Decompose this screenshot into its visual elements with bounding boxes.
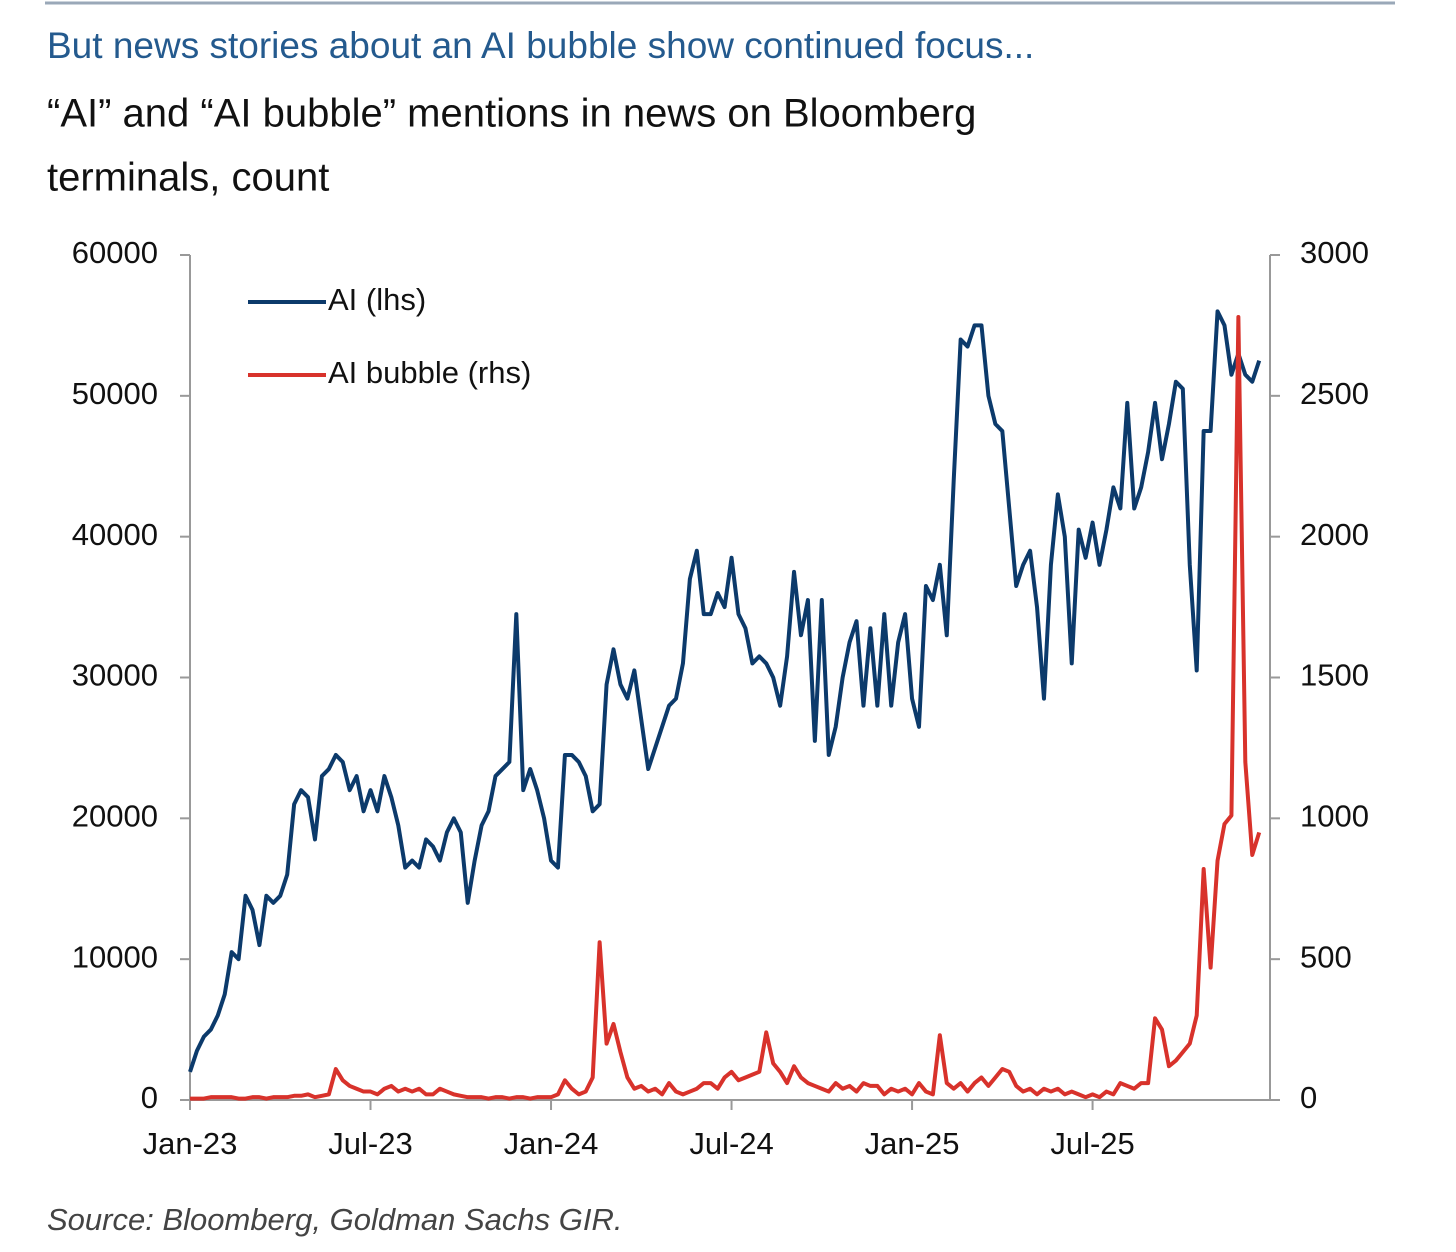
y-tick-label: 60000 — [72, 235, 158, 270]
y2-tick-label: 2000 — [1300, 517, 1369, 552]
chart-subtitle: terminals, count — [47, 156, 329, 200]
y2-tick-label: 0 — [1300, 1080, 1317, 1115]
x-tick-label: Jan-23 — [143, 1126, 238, 1161]
x-tick-label: Jan-25 — [865, 1126, 960, 1161]
x-tick-label: Jul-25 — [1050, 1126, 1134, 1161]
y-tick-label: 40000 — [72, 517, 158, 552]
chart-title: But news stories about an AI bubble show… — [47, 25, 1034, 66]
legend-label: AI bubble (rhs) — [328, 355, 531, 390]
data-line — [188, 309, 1262, 1073]
y-tick-label: 10000 — [72, 939, 158, 974]
y-tick-label: 50000 — [72, 376, 158, 411]
legend-label: AI (lhs) — [328, 282, 426, 317]
source-note: Source: Bloomberg, Goldman Sachs GIR. — [47, 1202, 622, 1237]
data-line — [190, 314, 1262, 1101]
y-tick-label: 20000 — [72, 799, 158, 834]
x-tick-label: Jan-24 — [504, 1126, 599, 1161]
y2-tick-label: 1500 — [1300, 658, 1369, 693]
x-tick-label: Jul-23 — [328, 1126, 412, 1161]
y2-tick-label: 2500 — [1300, 376, 1369, 411]
y-tick-label: 0 — [141, 1080, 158, 1115]
y2-tick-label: 500 — [1300, 939, 1352, 974]
y-tick-label: 30000 — [72, 658, 158, 693]
chart-subtitle: “AI” and “AI bubble” mentions in news on… — [47, 92, 976, 136]
y2-tick-label: 1000 — [1300, 799, 1369, 834]
x-tick-label: Jul-24 — [689, 1126, 773, 1161]
y2-tick-label: 3000 — [1300, 235, 1369, 270]
